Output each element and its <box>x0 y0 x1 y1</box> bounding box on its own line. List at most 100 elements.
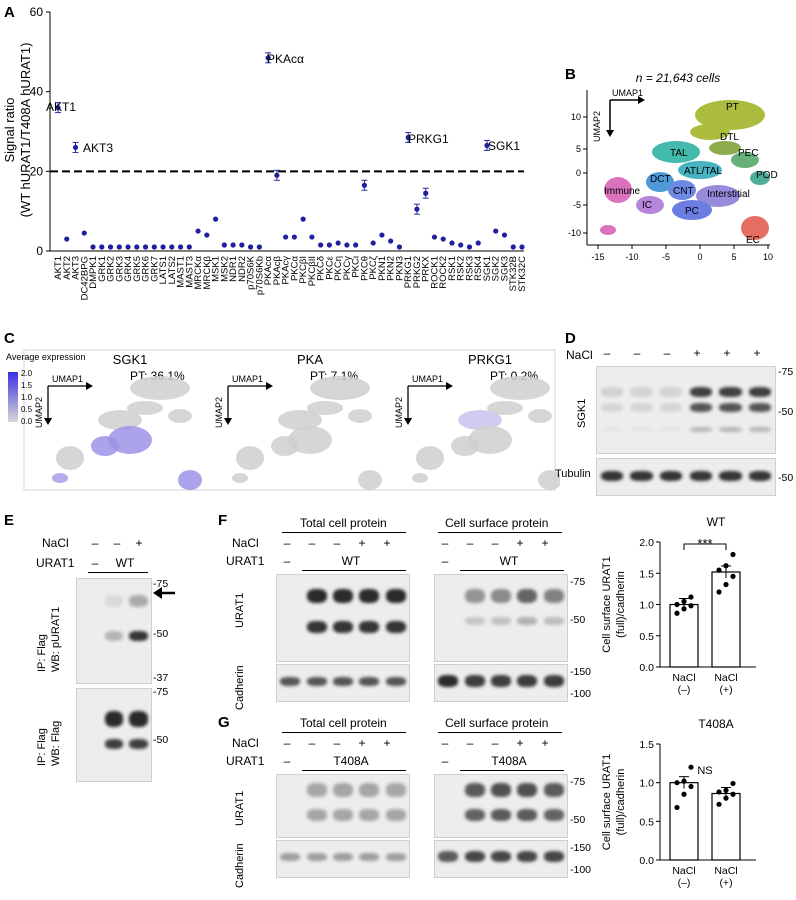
fSigns-nacl-sign: + <box>516 536 524 550</box>
bar-1 <box>711 792 741 861</box>
bar-ytick-label: 1.5 <box>639 739 654 751</box>
a-point-p70s6kb <box>256 244 262 250</box>
bar-point <box>674 601 680 608</box>
a-category-label: MAST1 <box>176 256 187 288</box>
annot-sgk1: SGK1 <box>488 139 520 153</box>
a-point-pkcα <box>291 234 297 240</box>
blot-band <box>129 711 149 727</box>
panel-label-f: F <box>218 512 228 529</box>
blot-band <box>332 621 354 633</box>
a-category-label: NDR2 <box>237 256 248 282</box>
f-urat1-blot-label: URAT1 <box>234 592 246 628</box>
blot-band <box>359 589 380 603</box>
e-urat1-sign: – <box>91 556 99 570</box>
c-arrowhead <box>446 382 453 390</box>
bar-point <box>681 778 687 784</box>
a-point-pkcβii <box>309 234 315 240</box>
blot-band <box>464 589 485 603</box>
e-mw2-50: -50 <box>153 734 169 746</box>
g-nacl-label: NaCl <box>232 736 259 750</box>
a-ytick-label: 20 <box>30 164 44 178</box>
blot-band <box>689 471 713 481</box>
bar-0 <box>669 603 699 668</box>
bar-ytick-label: 1.0 <box>639 778 654 790</box>
feature-umap-plots: Average expression 2.0 1.5 1.0 0.5 0.0 S… <box>6 349 560 491</box>
annot-prkg1: PRKG1 <box>408 132 449 146</box>
cluster-ec-blob <box>741 216 769 240</box>
c-cell-cloud <box>538 470 560 490</box>
cluster-label-pec: PEC <box>738 148 759 159</box>
blot-band <box>600 471 624 481</box>
a-category-label: PKAcβ <box>272 255 283 285</box>
blot-band <box>719 387 742 397</box>
bar-ylabel-2: (full)/cadherin <box>615 571 627 638</box>
blot-band <box>517 809 538 821</box>
blot-band <box>490 783 512 797</box>
blot-band <box>438 617 458 625</box>
a-point-grk1 <box>99 244 105 250</box>
blot-band <box>306 853 327 861</box>
expression-color-scale <box>8 372 18 422</box>
a-point-rock1 <box>431 234 438 240</box>
a-point-mast1 <box>177 244 184 250</box>
bar-point <box>674 610 680 616</box>
a-category-label: LATS1 <box>158 256 169 284</box>
bar-title: WT <box>707 515 726 529</box>
fSigns-urat1-genotype: WT <box>499 554 519 568</box>
fSigns-nacl-sign: + <box>358 536 366 550</box>
a-ytick-label: 0 <box>36 244 43 258</box>
bar-point <box>681 598 687 604</box>
fSigns-nacl-sign: + <box>383 536 391 550</box>
a-category-label: DMPK1 <box>88 256 99 289</box>
a-point-pkn2 <box>388 238 394 244</box>
cluster-pc-blob <box>672 200 712 220</box>
f-cadherin-label: Cadherin <box>234 665 246 710</box>
cluster-label-pc: PC <box>685 206 699 217</box>
b-ytick-label: 10 <box>571 112 581 122</box>
c-cell-cloud <box>56 446 84 470</box>
bar-ytick-label: 1.5 <box>639 568 654 580</box>
eSigns-sign: – <box>113 536 121 550</box>
blot-band <box>104 711 124 727</box>
blot-band <box>748 387 772 397</box>
eSigns-sign: – <box>91 536 99 550</box>
legend-title-line: Average expression <box>6 352 85 362</box>
blot-band <box>306 621 327 633</box>
a-category-label: PKAcα <box>263 256 274 286</box>
a-category-label: PKCζ <box>368 255 379 280</box>
d-tubulin-mw-50: -50 <box>778 472 794 484</box>
gSigns-urat1-genotype: T408A <box>333 754 369 768</box>
bar-point <box>730 551 736 558</box>
blot-band <box>438 675 459 687</box>
a-category-label: SGK3 <box>499 256 510 281</box>
d-mw-75: -75 <box>778 366 794 378</box>
blot-band <box>719 403 742 412</box>
blot-band <box>689 403 713 412</box>
sig-bracket <box>683 543 727 550</box>
b-xtick-label: 0 <box>697 252 702 262</box>
a-point-mrckβ <box>204 232 210 238</box>
cluster-interstitial-blob <box>696 185 740 207</box>
umap1-arrow-label: UMAP1 <box>612 88 643 98</box>
cluster-atl-tal-blob <box>678 161 722 179</box>
blot-band <box>280 677 301 686</box>
fSigns-nacl-sign: – <box>466 536 474 550</box>
d-sgk1-label: SGK1 <box>576 398 588 428</box>
cluster-tal-blob <box>652 141 700 163</box>
legend-tick-1-5: 1.5 <box>21 381 33 390</box>
blot-band <box>517 783 538 797</box>
a-category-label: PKCε <box>324 255 335 280</box>
blot-band <box>464 617 485 625</box>
blot-band <box>306 677 327 686</box>
annot-akt1: AKT1 <box>46 100 76 114</box>
a-point-grk6 <box>142 244 149 250</box>
panel-label-g: G <box>218 714 230 731</box>
a-point-cdc42bpg <box>81 230 87 236</box>
sig-label: *** <box>697 536 712 551</box>
b-ytick-label: -10 <box>568 228 581 238</box>
blot-band <box>517 675 538 687</box>
blot-band <box>438 589 458 603</box>
a-point-stk32b <box>510 244 516 250</box>
gSigns-nacl-sign: + <box>516 736 524 750</box>
blot-band <box>438 783 458 797</box>
